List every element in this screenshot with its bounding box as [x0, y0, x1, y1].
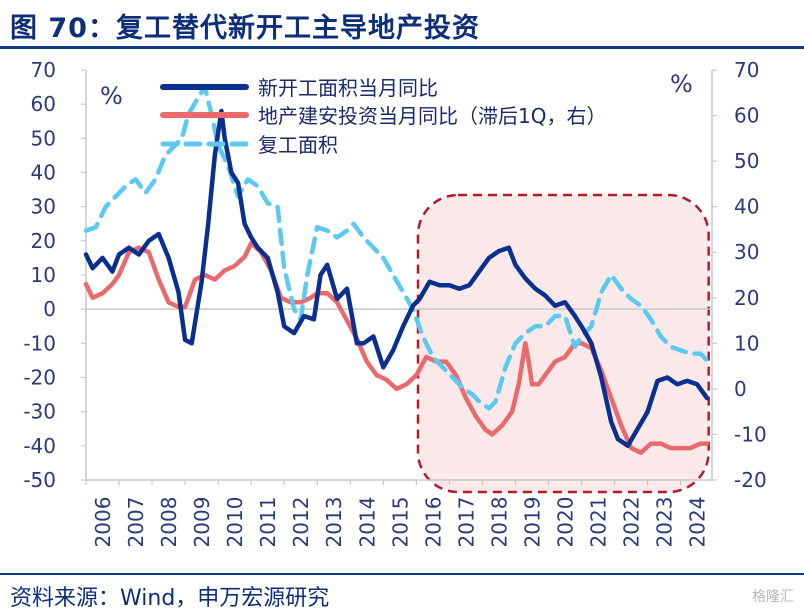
x-tick-label: 2007 — [124, 497, 148, 548]
figure-title: 图 70：复工替代新开工主导地产投资 — [10, 13, 480, 44]
left-tick-label: -20 — [23, 366, 56, 390]
x-tick-label: 2022 — [620, 497, 644, 548]
left-tick-label: 70 — [31, 58, 56, 82]
left-tick-label: 40 — [31, 161, 56, 185]
left-tick-label: 20 — [31, 229, 56, 253]
left-tick-label: -30 — [23, 400, 56, 424]
series-line-3 — [83, 84, 713, 411]
legend-label-1: 新开工面积当月同比 — [258, 76, 438, 100]
right-tick-label: 70 — [734, 58, 759, 82]
legend-label-3: 复工面积 — [258, 133, 338, 157]
right-tick-label: 20 — [734, 286, 759, 310]
x-tick-label: 2020 — [553, 497, 577, 548]
series-layer — [83, 84, 713, 455]
left-tick-label: -50 — [23, 468, 56, 492]
left-tick-label: 60 — [31, 92, 56, 116]
highlight-region — [416, 193, 710, 494]
bottom-rule — [0, 573, 804, 575]
x-tick-label: 2006 — [91, 497, 115, 548]
left-tick-label: 30 — [31, 195, 56, 219]
x-tick-label: 2008 — [157, 497, 181, 548]
legend-label-2: 地产建安投资当月同比（滞后1Q，右） — [258, 104, 606, 128]
left-unit-label: % — [100, 82, 123, 110]
right-tick-label: -10 — [734, 422, 767, 446]
x-tick-label: 2018 — [487, 497, 511, 548]
x-tick-label: 2019 — [520, 497, 544, 548]
x-tick-label: 2021 — [587, 497, 611, 548]
right-tick-label: 10 — [734, 331, 759, 355]
series-line-1 — [83, 108, 710, 449]
right-tick-label: 30 — [734, 240, 759, 264]
watermark: 格隆汇 — [752, 589, 794, 605]
x-tick-label: 2009 — [190, 497, 214, 548]
x-tick-label: 2017 — [454, 497, 478, 548]
right-unit-label: % — [670, 70, 693, 98]
x-tick-label: 2010 — [223, 497, 247, 548]
left-tick-label: 10 — [31, 263, 56, 287]
left-tick-label: 50 — [31, 126, 56, 150]
x-tick-label: 2011 — [256, 497, 280, 548]
x-tick-label: 2014 — [355, 497, 379, 548]
right-tick-label: 40 — [734, 195, 759, 219]
right-tick-label: 0 — [734, 377, 747, 401]
chart: 706050403020100-10-20-30-40-507060504030… — [23, 58, 766, 547]
left-tick-label: -10 — [23, 331, 56, 355]
x-tick-label: 2013 — [322, 497, 346, 548]
x-tick-label: 2015 — [388, 497, 412, 548]
title-rule — [0, 46, 804, 49]
right-tick-label: 60 — [734, 104, 759, 128]
x-tick-label: 2012 — [289, 497, 313, 548]
x-tick-label: 2016 — [421, 497, 445, 548]
right-tick-label: 50 — [734, 149, 759, 173]
left-tick-label: 0 — [43, 297, 56, 321]
x-tick-label: 2024 — [686, 497, 710, 548]
left-tick-label: -40 — [23, 434, 56, 458]
highlight-box — [416, 193, 710, 494]
right-tick-label: -20 — [734, 468, 767, 492]
source-note: 资料来源：Wind，申万宏源研究 — [10, 586, 330, 611]
x-tick-label: 2023 — [653, 497, 677, 548]
axes: 706050403020100-10-20-30-40-507060504030… — [23, 58, 766, 547]
